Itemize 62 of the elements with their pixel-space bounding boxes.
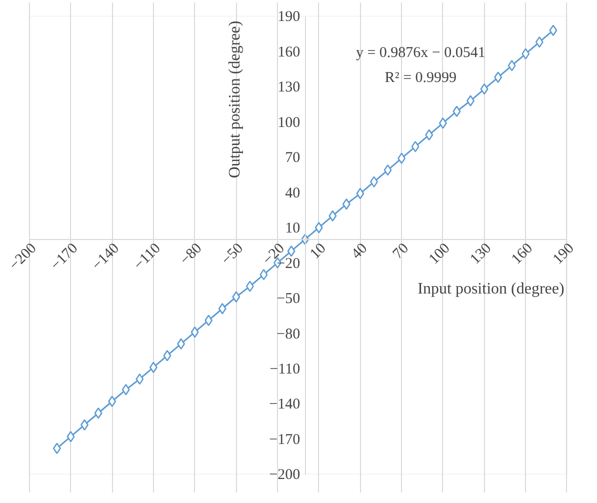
x-tick-label: 70 (390, 240, 412, 262)
x-tick-label: −170 (48, 240, 82, 274)
point (549, 24, 558, 36)
x-tick-label: 40 (348, 240, 371, 262)
point (342, 198, 350, 210)
y-tick-label: −200 (269, 467, 300, 484)
point (66, 430, 75, 442)
x-tick-label: −140 (89, 240, 122, 274)
point (522, 48, 530, 60)
x-tick-label: −80 (177, 240, 206, 268)
y-tick-label: 100 (278, 114, 300, 131)
annotation: R² = 0.9999 (384, 70, 457, 86)
point (494, 72, 502, 83)
y-tick-label: −110 (270, 362, 300, 378)
point (80, 419, 89, 431)
point (411, 140, 420, 152)
y-tick-label: 70 (285, 150, 300, 166)
y-tick-label: 160 (278, 44, 300, 60)
point (94, 407, 102, 419)
y-tick-label: −80 (276, 326, 300, 342)
x-tick-label: 10 (307, 240, 330, 262)
x-tick-label: 100 (426, 240, 454, 268)
point (122, 384, 130, 396)
point (398, 152, 406, 164)
point (438, 117, 447, 129)
point (314, 222, 323, 234)
point (508, 60, 516, 72)
point (384, 164, 392, 176)
point (452, 106, 461, 117)
point (356, 188, 364, 200)
point (328, 210, 337, 222)
point (163, 350, 172, 362)
y-tick-label: 130 (278, 80, 300, 96)
x-tick-label: 130 (467, 240, 495, 268)
point (425, 129, 434, 140)
x-tick-label: −200 (6, 240, 40, 274)
y-tick-label: −170 (269, 432, 300, 448)
y-axis-title: Output position (degree) (226, 20, 244, 178)
y-tick-label: 190 (278, 9, 300, 26)
y-tick-label: 10 (285, 220, 300, 237)
y-tick-label: −140 (269, 396, 300, 413)
point (136, 373, 144, 385)
point (535, 36, 544, 48)
y-tick-label: −50 (276, 291, 300, 308)
point (232, 291, 240, 303)
point (260, 268, 268, 280)
x-axis-title: Input position (degree) (418, 280, 564, 298)
y-tick-label: 40 (285, 185, 300, 202)
point (218, 302, 226, 314)
point (149, 362, 158, 373)
point (190, 326, 199, 338)
x-tick-label: 190 (550, 240, 578, 268)
point (52, 442, 61, 454)
point (246, 280, 254, 292)
annotation: y = 0.9876x − 0.0541 (356, 44, 486, 61)
point (204, 314, 213, 326)
x-tick-label: 160 (508, 240, 536, 268)
point (480, 83, 488, 95)
x-tick-label: −50 (218, 240, 247, 268)
point (108, 396, 116, 408)
point (287, 245, 296, 257)
x-tick-label: −110 (131, 240, 164, 274)
